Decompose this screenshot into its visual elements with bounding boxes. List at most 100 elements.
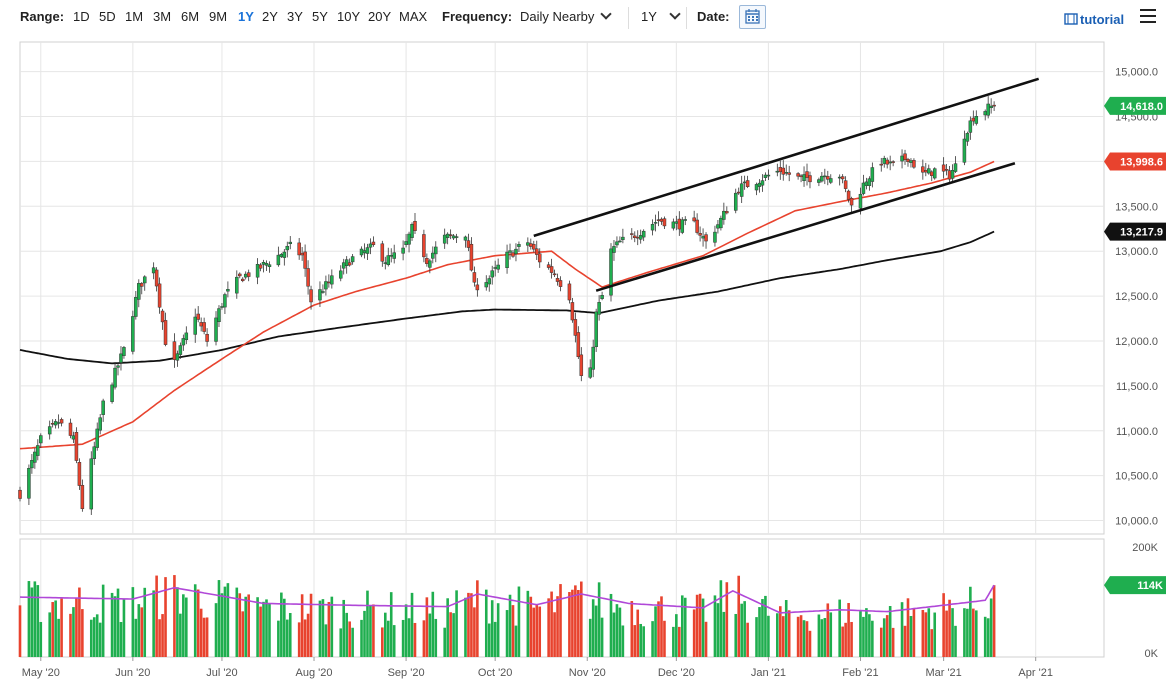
volume-average-line [19, 584, 995, 614]
candle-body [618, 240, 622, 243]
volume-bar [969, 586, 972, 657]
range-6m-button[interactable]: 6M [181, 9, 200, 24]
volume-bar [75, 597, 78, 657]
candle-body [243, 273, 248, 278]
volume-bar [57, 618, 60, 657]
candle-body [784, 172, 788, 174]
candle-body [484, 282, 489, 288]
calendar-icon [745, 9, 760, 24]
candle-body [113, 367, 117, 388]
date-tick-label: Oct '20 [478, 667, 513, 679]
date-label: Date: [697, 9, 730, 24]
volume-bar [594, 605, 598, 657]
range-20y-button[interactable]: 20Y [368, 9, 392, 24]
candle-body [442, 234, 447, 244]
range-3y-button[interactable]: 3Y [287, 9, 303, 24]
range-2y-button[interactable]: 2Y [262, 9, 278, 24]
volume-bar [945, 610, 948, 657]
volume-bar [131, 587, 135, 657]
volume-bar [972, 608, 975, 657]
badge-value: 13,998.6 [1120, 157, 1163, 169]
volume-bar [262, 601, 265, 657]
candle-body [787, 172, 791, 175]
candle-body [264, 263, 269, 266]
candle-body [47, 426, 52, 435]
candle-body [454, 236, 459, 238]
frequency-dropdown[interactable]: Daily Nearby [520, 8, 613, 25]
volume-bar [859, 611, 862, 657]
volume-bar [434, 618, 438, 657]
calendar-button[interactable] [739, 5, 766, 29]
candle-body [716, 224, 720, 229]
candle-body [742, 181, 747, 184]
candle-body [573, 319, 578, 336]
candle-body [861, 182, 866, 194]
tutorial-link[interactable]: tutorial [1064, 12, 1124, 27]
candle-body [763, 174, 768, 178]
volume-bar [392, 625, 396, 657]
candle-body [909, 160, 913, 163]
volume-bar [413, 622, 417, 657]
candle-body [532, 244, 536, 250]
volume-bar [713, 595, 717, 657]
candle-body [921, 166, 925, 173]
menu-icon[interactable] [1140, 9, 1156, 23]
price-chart[interactable]: 15,000.014,500.014,000.013,500.013,000.0… [0, 36, 1169, 693]
volume-bar [924, 612, 928, 657]
candle-body [330, 275, 334, 285]
candle-body [33, 451, 37, 463]
candle-body [745, 180, 750, 187]
volume-tick-label: 0K [1145, 648, 1159, 660]
range-1m-button[interactable]: 1M [125, 9, 144, 24]
volume-bar [259, 606, 262, 657]
range-5d-button[interactable]: 5D [99, 9, 116, 24]
range-max-button[interactable]: MAX [399, 9, 428, 24]
candle-body [900, 155, 904, 162]
candle-body [27, 467, 31, 499]
candle-body [517, 244, 521, 247]
candle-body [535, 248, 539, 255]
volume-bar [303, 619, 307, 657]
candle-body [529, 243, 533, 247]
period-dropdown[interactable]: 1Y [641, 8, 681, 25]
volume-bar [288, 613, 292, 657]
candle-body [59, 419, 64, 424]
range-3m-button[interactable]: 3M [153, 9, 172, 24]
range-1y-button[interactable]: 1Y [238, 9, 254, 24]
candle-body [321, 291, 325, 293]
price-tick-label: 15,000.0 [1115, 67, 1158, 79]
candle-body [760, 180, 765, 186]
candle-body [992, 104, 996, 107]
volume-bar [517, 586, 521, 657]
candle-body [968, 120, 973, 133]
candle-body [722, 210, 726, 220]
candle-body [677, 218, 682, 230]
candle-body [324, 281, 328, 290]
candle-body [279, 254, 284, 257]
candle-body [576, 332, 581, 358]
volume-bar [850, 621, 853, 657]
candle-body [193, 316, 197, 335]
candle-body [704, 234, 708, 242]
volume-bar [630, 601, 634, 657]
candle-body [341, 262, 346, 269]
range-9m-button[interactable]: 9M [209, 9, 228, 24]
volume-bar [389, 592, 393, 657]
candle-body [71, 435, 76, 440]
volume-bar [535, 605, 539, 657]
volume-bar [882, 618, 886, 657]
volume-bar [891, 627, 895, 657]
range-1d-button[interactable]: 1D [73, 9, 90, 24]
badge-shape [1104, 152, 1166, 171]
candle-body [567, 283, 572, 301]
volume-bar [309, 593, 313, 657]
candle-body [962, 138, 967, 163]
range-10y-button[interactable]: 10Y [337, 9, 361, 24]
volume-bar [954, 625, 957, 657]
candle-body [68, 422, 73, 436]
candle-body [202, 322, 206, 332]
candle-body [172, 341, 177, 360]
candle-body [505, 251, 509, 268]
range-5y-button[interactable]: 5Y [312, 9, 328, 24]
candle-body [448, 234, 453, 236]
